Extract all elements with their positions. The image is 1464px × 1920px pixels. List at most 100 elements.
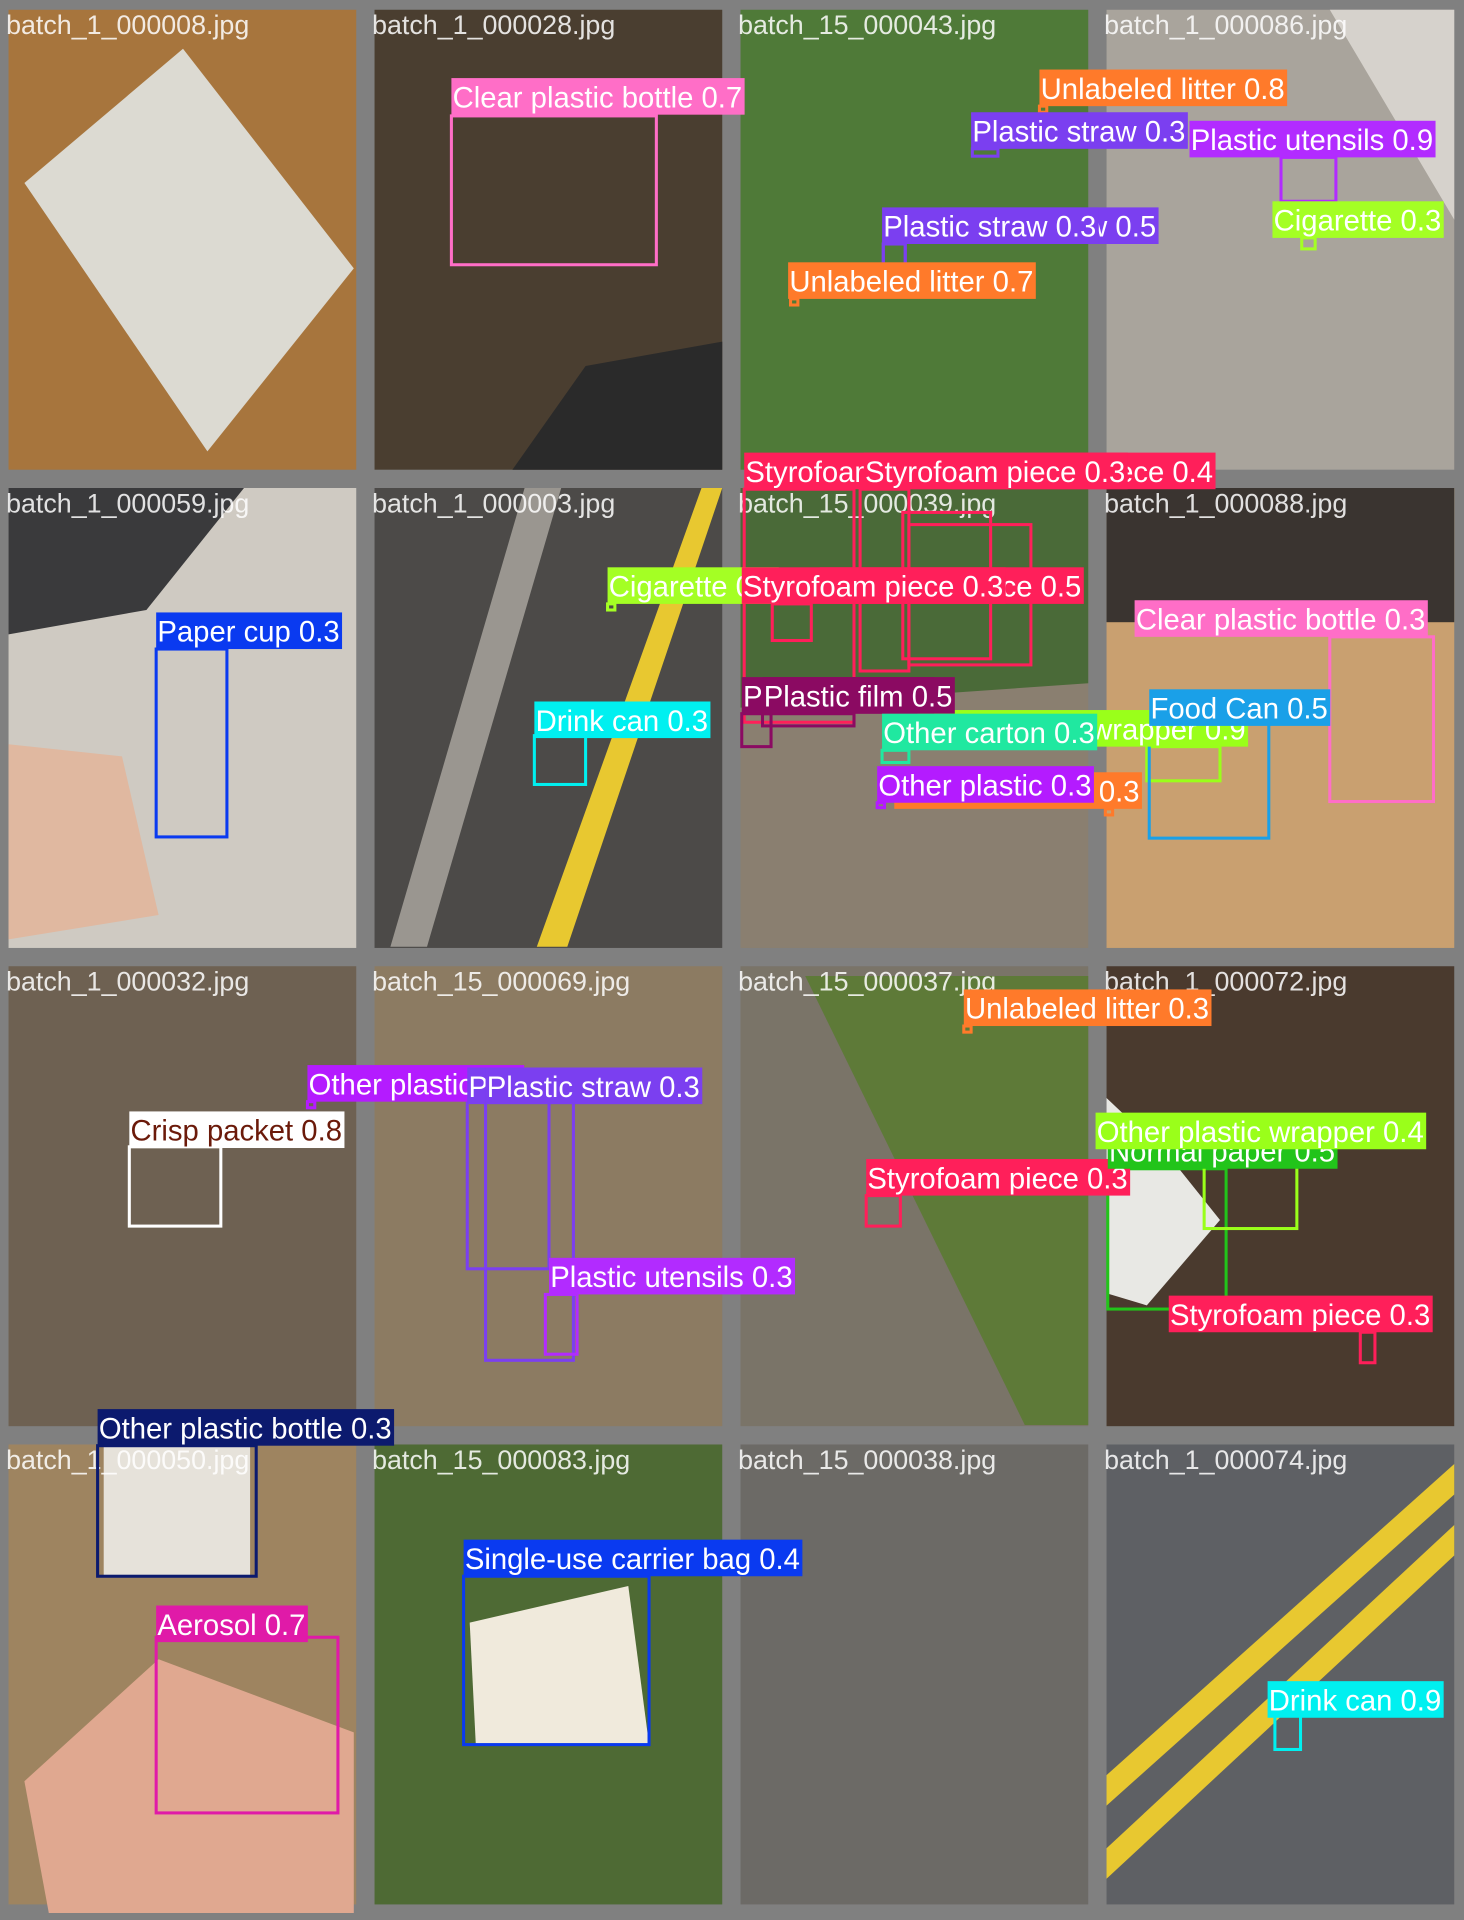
label-background	[1168, 1295, 1433, 1333]
label-background	[156, 1605, 308, 1643]
image-detail	[805, 976, 1089, 1425]
label-text: Single-use carrier bag 0.4	[465, 1543, 800, 1576]
tile-image	[8, 966, 357, 1427]
tile-filename: batch_15_000083.jpg	[372, 1445, 630, 1475]
label-background	[877, 766, 1094, 803]
detection-label: Plastic film 0.5	[762, 677, 955, 714]
image-detail	[24, 1659, 354, 1913]
tile-filename: batch_15_000043.jpg	[738, 10, 996, 40]
tile-filename: batch_1_000074.jpg	[1104, 1445, 1347, 1475]
label-background	[971, 112, 1188, 149]
tile-filename: batch_1_000028.jpg	[372, 10, 615, 40]
detection-label: Crisp packet 0.8	[129, 1111, 345, 1149]
label-background	[882, 207, 1099, 245]
tile-filename: batch_15_000037.jpg	[738, 967, 996, 997]
detection-label: Cigarette 0.3	[1272, 201, 1444, 238]
label-background	[1134, 600, 1428, 637]
image-detail	[1106, 488, 1455, 623]
label-background	[463, 1539, 803, 1577]
label-background	[549, 1257, 796, 1295]
detection-label: Clear plastic bottle 0.3	[1134, 600, 1428, 637]
label-text: Cigarette 0.3	[1274, 205, 1442, 238]
detection-label: Clear plastic bottle 0.7	[451, 78, 745, 115]
label-text: Plastic straw 0.3	[487, 1071, 700, 1104]
tile-filename: batch_1_000003.jpg	[372, 488, 615, 518]
image-detail	[469, 1586, 650, 1745]
image-detail	[390, 488, 562, 947]
detection-label: Styrofoam piece 0.3	[866, 1159, 1131, 1196]
image-detail	[103, 1444, 251, 1577]
label-background	[451, 78, 745, 115]
detection-label: Single-use carrier bag 0.4	[463, 1539, 803, 1577]
label-text: Other carton 0.3	[883, 717, 1094, 750]
image-detail	[8, 744, 159, 940]
label-background	[788, 262, 1036, 299]
filenames: batch_1_000008.jpg batch_1_000028.jpg batc…	[6, 10, 1347, 1475]
label-text: Other plastic bottle 0.3	[99, 1412, 392, 1445]
label-background	[1189, 120, 1436, 158]
detection-label: Unlabeled litter 0.8	[1039, 69, 1288, 107]
label-text: Food Can 0.5	[1150, 693, 1327, 726]
detection-label: Styrofoam piece 0.3	[1168, 1295, 1433, 1333]
detection-label: Unlabeled litter 0.3	[963, 989, 1212, 1027]
detection-box	[449, 114, 658, 267]
label-text: Unlabeled litter 0.8	[1041, 73, 1285, 106]
detection-label: Food Can 0.5	[1149, 689, 1331, 726]
tile-filename: batch_1_000059.jpg	[6, 488, 249, 518]
tile-filename: batch_1_000088.jpg	[1104, 488, 1347, 518]
label-background	[534, 701, 711, 739]
detection-label: Plastic straw 0.3	[485, 1067, 703, 1105]
label-text: Styrofoam piece 0.3	[865, 456, 1125, 489]
label-text: Aerosol 0.7	[157, 1609, 305, 1642]
detection-label: Other plastic bottle 0.3	[97, 1409, 395, 1446]
tile-image	[740, 1444, 1089, 1905]
label-background	[97, 1409, 395, 1446]
detection-label: Unlabeled litter 0.7	[788, 262, 1036, 299]
detection-label: Drink can 0.3	[534, 701, 711, 739]
detection-label: Aerosol 0.7	[156, 1605, 308, 1643]
image-detail	[8, 488, 245, 635]
label-text: Drink can 0.3	[536, 705, 708, 738]
label-background	[1039, 69, 1288, 107]
label-text: Styrofoam piece 0.3	[743, 571, 1003, 604]
label-text: Other plastic 0.3	[878, 769, 1091, 802]
detection-label: Other plastic wrapper 0.4	[1095, 1112, 1427, 1150]
label-background	[1095, 1112, 1427, 1150]
label-background	[863, 452, 1128, 490]
detection-label: Drink can 0.9	[1267, 1681, 1444, 1718]
tile-filename: batch_15_000038.jpg	[738, 1445, 996, 1475]
label-text: Paper cup 0.3	[157, 616, 339, 649]
detection-label: Plastic straw 0.3	[882, 207, 1099, 245]
label-background	[1149, 689, 1331, 726]
detection-label: Plastic utensils 0.3	[549, 1257, 796, 1295]
label-text: Styrofoam piece 0.3	[1170, 1299, 1430, 1332]
detection-box	[789, 297, 800, 307]
detection-label: Plastic straw 0.3	[971, 112, 1188, 149]
label-background	[1267, 1681, 1444, 1718]
detection-label: Plastic utensils 0.9	[1189, 120, 1436, 158]
label-text: Crisp packet 0.8	[131, 1115, 342, 1148]
image-detail	[512, 341, 723, 470]
label-text: Unlabeled litter 0.7	[789, 266, 1033, 299]
tile-filename: batch_1_000050.jpg	[6, 1445, 249, 1475]
label-text: Other plastic wrapper 0.4	[1097, 1116, 1424, 1149]
image-detail	[24, 48, 354, 452]
detection-label: Other plastic 0.3	[877, 766, 1094, 803]
label-background	[156, 612, 343, 650]
label-background	[485, 1067, 703, 1105]
image-detail	[1329, 9, 1455, 220]
label-background	[129, 1111, 345, 1149]
detection-label: Paper cup 0.3	[156, 612, 343, 650]
detection-box	[864, 1194, 902, 1228]
tile-filename: batch_15_000069.jpg	[372, 967, 630, 997]
label-text: Plastic utensils 0.9	[1191, 124, 1433, 157]
detection-label: Other carton 0.3	[882, 713, 1098, 751]
image-detail	[1106, 1464, 1455, 1806]
labels: Clear plastic bottle 0.7 Plastic straw 0.…	[97, 69, 1444, 1718]
label-text: Clear plastic bottle 0.3	[1136, 604, 1426, 637]
label-text: Styrofoam piece 0.3	[867, 1162, 1127, 1195]
detection-label: Styrofoam piece 0.3	[741, 567, 1006, 604]
tile-filename: batch_1_000008.jpg	[6, 10, 249, 40]
